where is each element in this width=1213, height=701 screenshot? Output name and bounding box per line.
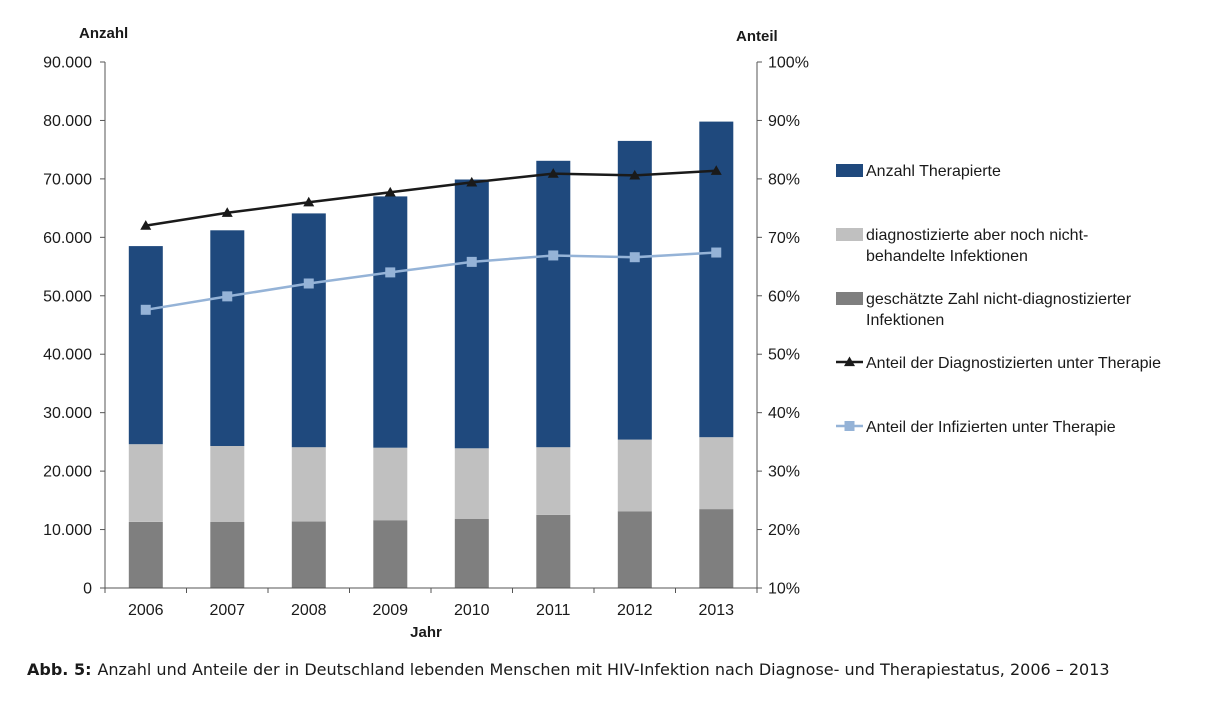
left-tick-label: 40.000 xyxy=(43,347,92,364)
point-4-2008 xyxy=(303,278,314,289)
right-tick-label: 50% xyxy=(768,347,800,364)
legend-label-4: Anteil der Infizierten unter Therapie xyxy=(866,419,1116,436)
point-3-2006 xyxy=(140,220,152,230)
left-tick-label: 20.000 xyxy=(43,464,92,481)
right-tick-label: 100% xyxy=(768,55,809,72)
bar-0-2012 xyxy=(617,511,652,588)
x-axis-title: Jahr xyxy=(410,624,442,641)
plot-area: 0 10.000 20.000 30.000 40.000 50.000 60.000 70.… xyxy=(43,25,809,641)
point-3-2009 xyxy=(384,186,396,197)
bar-1-2008 xyxy=(291,447,326,522)
bar-0-2013 xyxy=(699,509,734,588)
left-tick-label: 10.000 xyxy=(43,522,92,539)
right-tick-label: 20% xyxy=(768,522,800,539)
right-tick-label: 40% xyxy=(768,405,800,422)
bar-1-2009 xyxy=(373,447,408,521)
x-tick-label: 2012 xyxy=(617,602,653,619)
right-tick-label: 30% xyxy=(768,464,800,481)
bar-2-2007 xyxy=(210,230,245,446)
legend-label-2: Infektionen xyxy=(866,312,944,329)
point-4-2013 xyxy=(711,247,722,258)
right-tick-label: 80% xyxy=(768,171,800,188)
bar-0-2010 xyxy=(454,519,489,588)
bar-2-2009 xyxy=(373,196,408,448)
caption-text: Anzahl und Anteile der in Deutschland le… xyxy=(97,660,1110,679)
bar-0-2006 xyxy=(128,522,163,588)
bar-1-2007 xyxy=(210,446,245,522)
bar-2-2010 xyxy=(454,179,489,449)
left-tick-label: 60.000 xyxy=(43,230,92,247)
bar-2-2012 xyxy=(617,140,652,440)
left-tick-label: 50.000 xyxy=(43,288,92,305)
right-tick-label: 10% xyxy=(768,581,800,598)
left-tick-label: 30.000 xyxy=(43,405,92,422)
left-tick-label: 0 xyxy=(83,581,92,598)
legend-label-2: geschätzte Zahl nicht-diagnostizierter xyxy=(866,291,1132,308)
point-3-2013 xyxy=(710,165,722,175)
line-series-4 xyxy=(145,251,717,312)
bar-2-2011 xyxy=(536,160,571,448)
point-3-2011 xyxy=(547,168,559,178)
bar-0-2007 xyxy=(210,522,245,588)
right-axis-title: Anteil xyxy=(736,28,778,45)
legend-label-1: diagnostizierte aber noch nicht- xyxy=(866,227,1088,244)
x-tick-label: 2007 xyxy=(209,602,245,619)
legend-marker-4 xyxy=(844,421,855,431)
legend-swatch-2 xyxy=(836,292,863,305)
bar-1-2011 xyxy=(536,447,571,515)
point-4-2012 xyxy=(629,252,640,263)
legend: Anzahl Therapierte diagnostizierte aber n… xyxy=(836,163,1161,436)
bar-2-2008 xyxy=(291,213,326,448)
legend-swatch-0 xyxy=(836,164,863,177)
legend-label-3: Anteil der Diagnostizierten unter Therap… xyxy=(866,355,1161,372)
x-tick-label: 2006 xyxy=(128,602,164,619)
left-tick-label: 70.000 xyxy=(43,171,92,188)
bar-1-2013 xyxy=(699,437,734,510)
point-4-2010 xyxy=(466,256,477,267)
x-tick-label: 2013 xyxy=(698,602,734,619)
figure-caption: Abb. 5: Anzahl und Anteile der in Deutsch… xyxy=(27,660,1110,679)
right-tick-label: 60% xyxy=(768,288,800,305)
right-tick-label: 90% xyxy=(768,113,800,130)
bar-1-2012 xyxy=(617,439,652,512)
caption-label: Abb. 5: xyxy=(27,660,92,679)
left-tick-label: 90.000 xyxy=(43,55,92,72)
point-4-2009 xyxy=(385,267,396,278)
left-axis-title: Anzahl xyxy=(79,25,128,42)
x-tick-label: 2009 xyxy=(372,602,408,619)
bar-1-2010 xyxy=(454,448,489,519)
x-tick-label: 2010 xyxy=(454,602,490,619)
bar-0-2008 xyxy=(291,521,326,588)
x-tick-label: 2011 xyxy=(536,602,571,619)
line-series-3 xyxy=(145,169,717,227)
bar-0-2011 xyxy=(536,514,571,588)
point-4-2011 xyxy=(548,250,559,261)
bar-1-2006 xyxy=(128,444,163,522)
bar-0-2009 xyxy=(373,520,408,588)
left-tick-label: 80.000 xyxy=(43,113,92,130)
legend-label-1: behandelte Infektionen xyxy=(866,248,1028,265)
legend-swatch-1 xyxy=(836,228,863,241)
point-3-2007 xyxy=(221,207,233,217)
point-4-2006 xyxy=(140,304,151,315)
point-3-2010 xyxy=(466,176,478,187)
bar-2-2006 xyxy=(128,246,163,445)
legend-marker-3 xyxy=(844,356,855,367)
legend-label-0: Anzahl Therapierte xyxy=(866,163,1001,180)
point-3-2008 xyxy=(303,196,315,207)
x-tick-label: 2008 xyxy=(291,602,327,619)
right-tick-label: 70% xyxy=(768,230,800,247)
point-3-2012 xyxy=(629,169,641,180)
point-4-2007 xyxy=(222,291,233,302)
